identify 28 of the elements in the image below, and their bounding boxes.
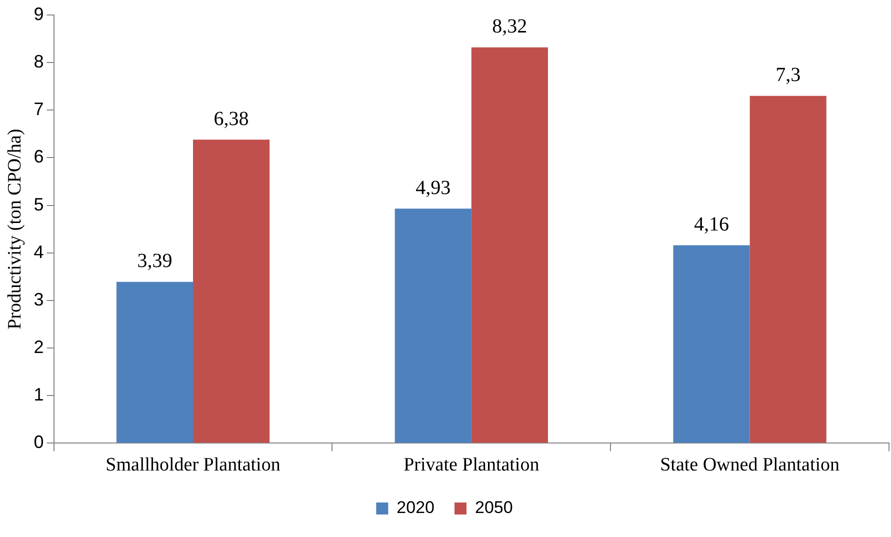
y-tick-label: 0 (34, 432, 44, 452)
y-tick-label: 5 (34, 194, 44, 214)
data-label: 4,93 (416, 176, 451, 199)
y-tick-label: 7 (34, 99, 44, 120)
legend-label: 2020 (396, 498, 435, 518)
x-tick-label: Smallholder Plantation (106, 454, 281, 476)
bar (750, 96, 826, 443)
data-label: 6,38 (214, 108, 249, 130)
x-tick-label: Private Plantation (404, 454, 540, 476)
data-label: 4,16 (694, 214, 730, 236)
data-label: 3,39 (137, 250, 172, 272)
legend-label: 2050 (475, 498, 513, 518)
bar (471, 47, 548, 443)
bar (394, 208, 472, 443)
y-axis-title: Productivity (ton CPO/ha) (4, 128, 26, 330)
y-tick-label: 9 (34, 4, 44, 24)
bar (673, 245, 750, 443)
bar (193, 140, 270, 443)
y-tick-label: 6 (34, 146, 44, 167)
y-tick-label: 3 (34, 289, 44, 310)
data-label: 7,3 (776, 64, 801, 86)
bar (116, 282, 194, 443)
y-tick-label: 4 (34, 242, 44, 262)
data-label: 8,32 (492, 16, 528, 38)
y-tick-label: 1 (34, 384, 44, 405)
y-tick-label: 8 (34, 52, 44, 72)
y-tick-label: 2 (34, 337, 44, 358)
x-tick-label: State Owned Plantation (660, 454, 840, 476)
